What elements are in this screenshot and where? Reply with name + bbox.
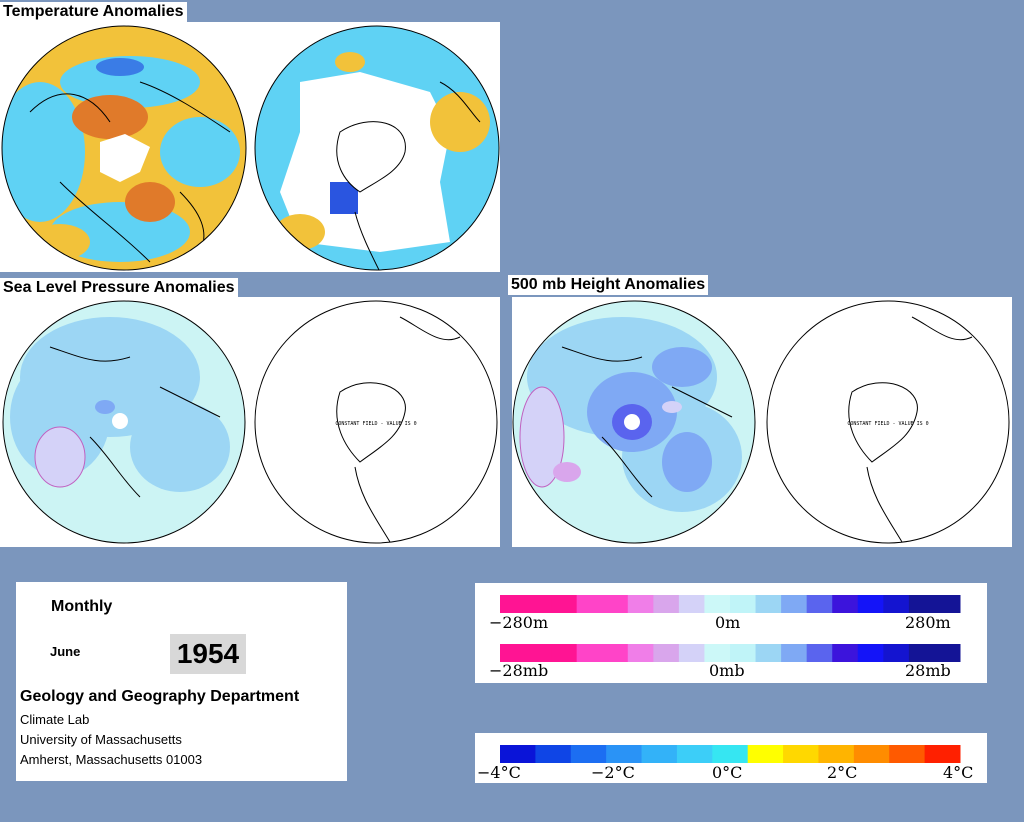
height-bar-swatch bbox=[908, 595, 935, 613]
pressure-bar-swatch bbox=[653, 644, 680, 662]
temp-tick-0: −4°C bbox=[477, 763, 521, 782]
temperature-maps bbox=[1, 25, 500, 271]
height-title: 500 mb Height Anomalies bbox=[508, 275, 709, 295]
height-maps: CONSTANT FIELD - VALUE IS 0 bbox=[512, 300, 1010, 544]
height-pressure-legend: −280m 0m 280m −28mb 0mb 28mb bbox=[475, 583, 987, 683]
height-bar-swatch bbox=[857, 595, 884, 613]
pressure-tick-min: −28mb bbox=[489, 661, 549, 680]
slp-north-hemisphere bbox=[3, 301, 245, 543]
height-tick-max: 280m bbox=[905, 613, 951, 632]
temperature-bar-swatch bbox=[500, 745, 536, 763]
height-south-hemisphere bbox=[766, 300, 1010, 544]
pressure-bar-swatch bbox=[883, 644, 910, 662]
temp-tick-4: 4°C bbox=[943, 763, 974, 782]
temperature-south-hemisphere bbox=[255, 26, 499, 270]
height-pressure-colorbars bbox=[500, 595, 961, 662]
pressure-tick-zero: 0mb bbox=[709, 661, 745, 680]
height-bar-swatch bbox=[781, 595, 808, 613]
year-label: 1954 bbox=[170, 634, 246, 674]
temperature-bar-swatch bbox=[570, 745, 607, 763]
pressure-bar-swatch bbox=[755, 644, 782, 662]
pressure-bar-swatch bbox=[934, 644, 961, 662]
slp-title: Sea Level Pressure Anomalies bbox=[0, 278, 238, 298]
slp-constant-note: CONSTANT FIELD - VALUE IS 0 bbox=[335, 421, 416, 427]
temperature-bar-swatch bbox=[676, 745, 713, 763]
pressure-bar-swatch bbox=[602, 644, 629, 662]
temperature-bar-swatch bbox=[747, 745, 784, 763]
pressure-bar-swatch bbox=[576, 644, 603, 662]
pressure-bar-swatch bbox=[832, 644, 859, 662]
temperature-bar-swatch bbox=[818, 745, 855, 763]
pressure-bar-swatch bbox=[525, 644, 552, 662]
slp-maps: CONSTANT FIELD - VALUE IS 0 bbox=[2, 300, 498, 544]
height-bar-swatch bbox=[832, 595, 859, 613]
height-constant-note: CONSTANT FIELD - VALUE IS 0 bbox=[847, 421, 928, 427]
temp-tick-1: −2°C bbox=[591, 763, 635, 782]
pressure-bar-swatch bbox=[781, 644, 808, 662]
temp-tick-2: 0°C bbox=[712, 763, 743, 782]
height-bar-swatch bbox=[500, 595, 527, 613]
temperature-north-hemisphere bbox=[2, 26, 246, 270]
slp-south-hemisphere bbox=[254, 300, 498, 544]
height-bar-swatch bbox=[525, 595, 552, 613]
height-north-hemisphere bbox=[513, 301, 755, 543]
temperature-bar-swatch bbox=[641, 745, 678, 763]
pressure-bar-swatch bbox=[857, 644, 884, 662]
height-bar-swatch bbox=[653, 595, 680, 613]
temperature-bar-swatch bbox=[924, 745, 961, 763]
height-bar-swatch bbox=[602, 595, 629, 613]
pressure-bar-swatch bbox=[908, 644, 935, 662]
period-label: Monthly bbox=[51, 598, 113, 615]
month-label: June bbox=[50, 644, 81, 659]
temperature-title: Temperature Anomalies bbox=[0, 2, 187, 22]
lab-label: Climate Lab bbox=[20, 712, 90, 727]
height-bar-swatch bbox=[755, 595, 782, 613]
height-tick-min: −280m bbox=[489, 613, 549, 632]
height-bar-swatch bbox=[551, 595, 578, 613]
temperature-panel bbox=[0, 22, 500, 272]
temperature-legend: −4°C −2°C 0°C 2°C 4°C bbox=[475, 733, 987, 783]
department-label: Geology and Geography Department bbox=[20, 688, 300, 705]
slp-panel: CONSTANT FIELD - VALUE IS 0 bbox=[0, 297, 500, 547]
temperature-colorbar bbox=[500, 745, 961, 763]
pressure-bar-swatch bbox=[704, 644, 731, 662]
height-bar-swatch bbox=[576, 595, 603, 613]
info-box: Monthly June 1954 Geology and Geography … bbox=[16, 582, 347, 781]
pressure-bar-swatch bbox=[500, 644, 527, 662]
address-label: Amherst, Massachusetts 01003 bbox=[20, 752, 203, 767]
temperature-bar-swatch bbox=[535, 745, 572, 763]
height-tick-zero: 0m bbox=[715, 613, 741, 632]
temperature-bar-swatch bbox=[712, 745, 749, 763]
pressure-bar-swatch bbox=[730, 644, 757, 662]
pressure-bar-swatch bbox=[627, 644, 654, 662]
temperature-bar-swatch bbox=[889, 745, 926, 763]
temp-tick-3: 2°C bbox=[827, 763, 858, 782]
temperature-bar-swatch bbox=[783, 745, 819, 763]
height-bar-swatch bbox=[934, 595, 961, 613]
pressure-tick-max: 28mb bbox=[905, 661, 951, 680]
height-bar-swatch bbox=[627, 595, 654, 613]
university-label: University of Massachusetts bbox=[20, 732, 182, 747]
pressure-bar-swatch bbox=[678, 644, 705, 662]
temperature-bar-swatch bbox=[606, 745, 643, 763]
height-bar-swatch bbox=[704, 595, 731, 613]
height-bar-swatch bbox=[883, 595, 910, 613]
height-panel: CONSTANT FIELD - VALUE IS 0 bbox=[512, 297, 1012, 547]
pressure-bar-swatch bbox=[551, 644, 578, 662]
height-bar-swatch bbox=[806, 595, 833, 613]
pressure-bar-swatch bbox=[806, 644, 833, 662]
height-bar-swatch bbox=[678, 595, 705, 613]
height-bar-swatch bbox=[730, 595, 757, 613]
temperature-bar-swatch bbox=[853, 745, 890, 763]
